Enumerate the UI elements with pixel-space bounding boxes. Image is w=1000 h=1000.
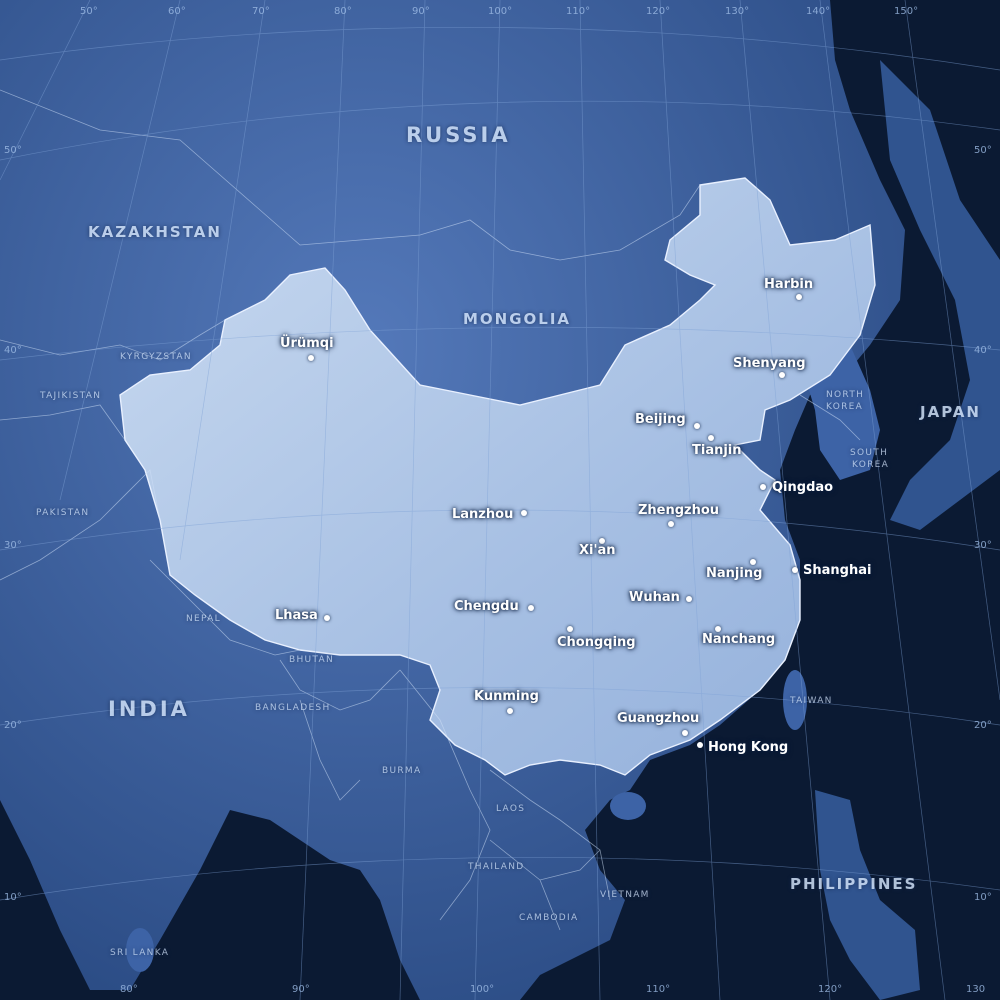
city-marker[interactable] (567, 626, 573, 632)
city-marker[interactable] (708, 435, 714, 441)
city-marker[interactable] (792, 567, 798, 573)
city-marker[interactable] (507, 708, 513, 714)
city-marker[interactable] (686, 596, 692, 602)
city-marker[interactable] (308, 355, 314, 361)
city-marker[interactable] (796, 294, 802, 300)
china-territory[interactable] (119, 177, 876, 776)
city-marker[interactable] (668, 521, 674, 527)
city-marker[interactable] (682, 730, 688, 736)
city-marker[interactable] (779, 372, 785, 378)
hainan-landmass (610, 792, 646, 820)
city-marker[interactable] (528, 605, 534, 611)
taiwan-landmass (783, 670, 807, 730)
city-marker[interactable] (760, 484, 766, 490)
city-marker[interactable] (697, 742, 703, 748)
city-marker[interactable] (750, 559, 756, 565)
country-borders (0, 89, 861, 931)
japan-landmass (880, 60, 1000, 530)
philippines-landmass (815, 790, 920, 1000)
city-marker[interactable] (521, 510, 527, 516)
city-marker[interactable] (694, 423, 700, 429)
sri-lanka-landmass (126, 928, 154, 972)
city-marker[interactable] (324, 615, 330, 621)
city-marker[interactable] (599, 538, 605, 544)
city-marker[interactable] (715, 626, 721, 632)
